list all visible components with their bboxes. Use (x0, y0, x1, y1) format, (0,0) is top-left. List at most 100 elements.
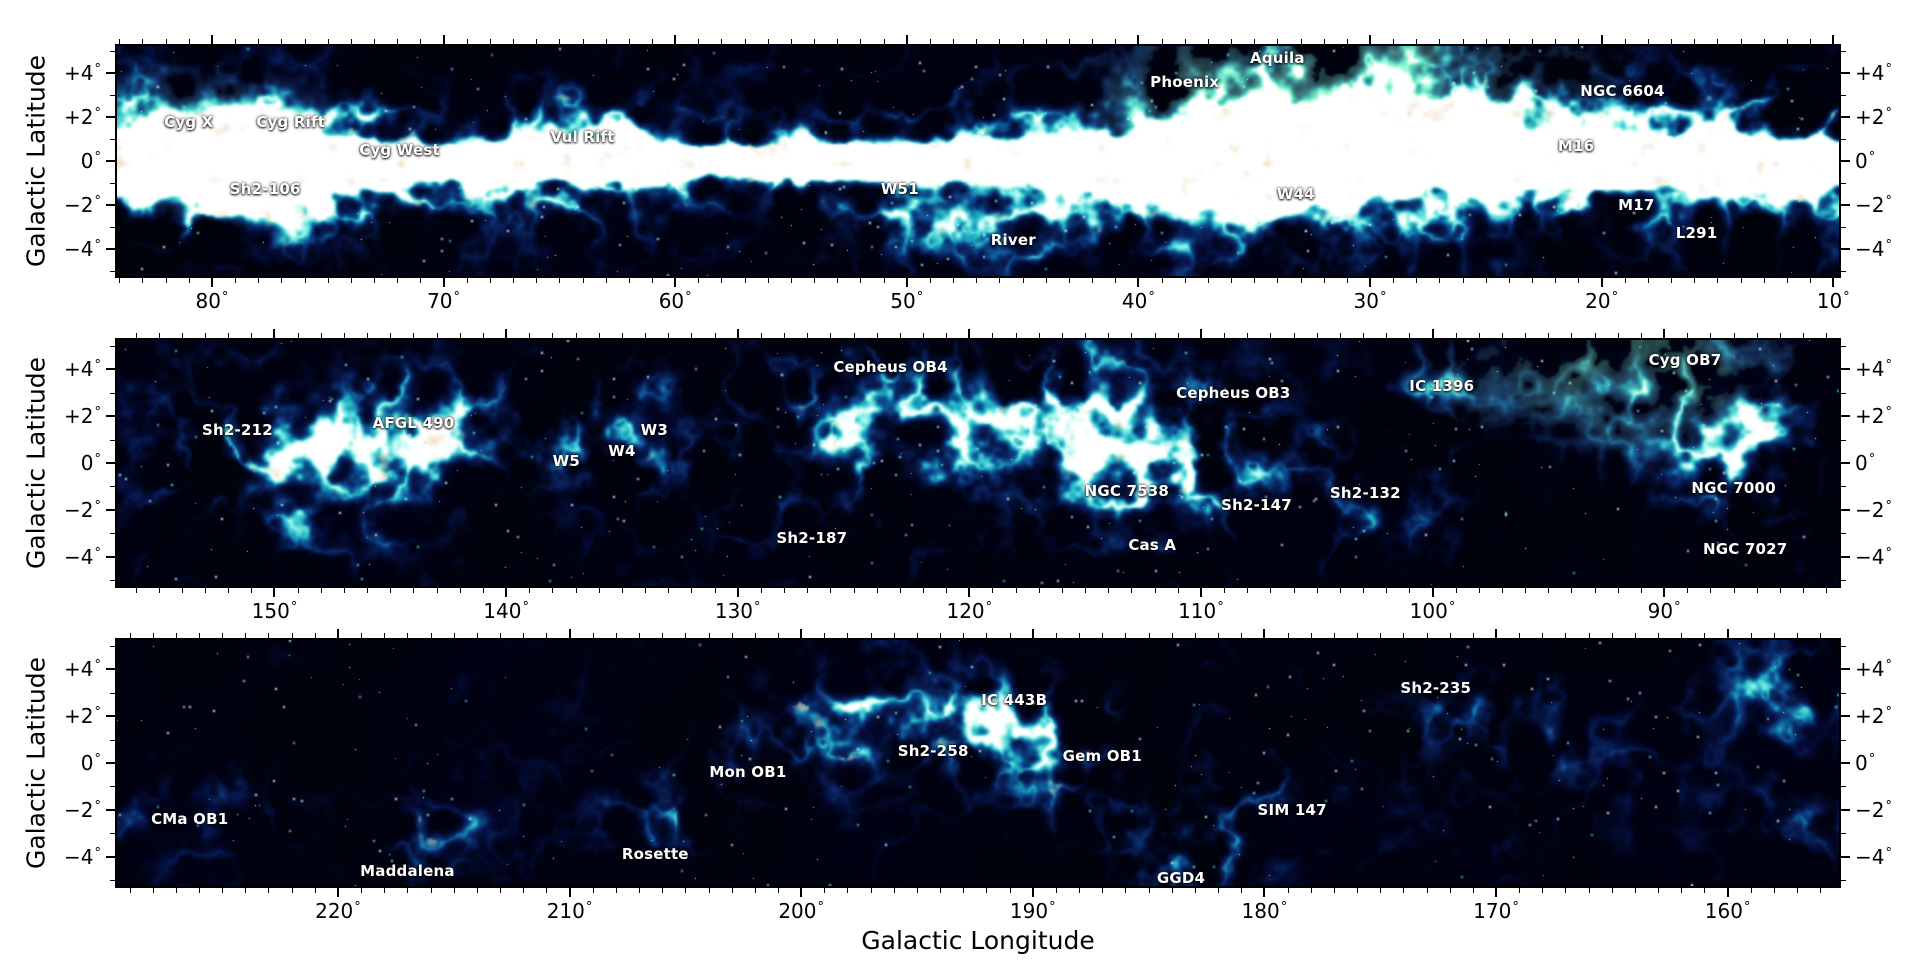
tick-mark (1841, 183, 1846, 184)
degree-sign: ° (94, 752, 102, 767)
tick-mark (1301, 278, 1302, 283)
tick-mark (1125, 888, 1126, 893)
tick-mark (1450, 633, 1451, 638)
tick-mark (106, 204, 115, 206)
tick-label-value: 90 (1647, 599, 1674, 623)
tick-mark (583, 39, 584, 44)
tick-mark (1294, 588, 1295, 593)
tick-mark (1010, 633, 1011, 638)
tick-mark (1648, 278, 1649, 283)
tick-mark (1108, 588, 1109, 593)
region-label-mon-ob1: Mon OB1 (709, 763, 787, 782)
tick-mark (1162, 278, 1163, 283)
tick-mark (384, 888, 385, 893)
tick-mark (1380, 633, 1381, 638)
tick-mark (1056, 888, 1057, 893)
tick-label-value: −2 (64, 497, 94, 522)
tick-mark (1841, 72, 1850, 74)
tick-mark (807, 588, 808, 593)
tick-mark (884, 39, 885, 44)
degree-sign: ° (94, 545, 102, 561)
tick-mark (1509, 39, 1510, 44)
tick-mark (622, 588, 623, 593)
region-label-w3: W3 (640, 421, 669, 440)
tick-mark (1820, 633, 1821, 638)
tick-mark (268, 633, 269, 638)
tick-mark (1648, 39, 1649, 44)
degree-sign: ° (1280, 900, 1288, 915)
tick-mark (1393, 278, 1394, 283)
region-label-phoenix: Phoenix (1150, 73, 1220, 92)
y-tick-label-left--4: −4° (64, 545, 101, 569)
tick-mark (1277, 39, 1278, 44)
tick-mark (1658, 888, 1659, 893)
tick-mark (847, 888, 848, 893)
tick-mark (1841, 880, 1846, 881)
region-label-sim-147: SIM 147 (1257, 800, 1327, 819)
tick-label-value: −4 (64, 544, 94, 569)
tick-mark (1486, 278, 1487, 283)
tick-mark (1102, 888, 1103, 893)
tick-mark (745, 39, 746, 44)
tick-mark (315, 633, 316, 638)
tick-label-value: +2 (64, 105, 94, 130)
tick-mark (830, 588, 831, 593)
region-label-sh2-235: Sh2-235 (1400, 679, 1472, 698)
tick-mark (894, 888, 895, 893)
x-axis-title: Galactic Longitude (861, 926, 1095, 955)
tick-mark (1509, 278, 1510, 283)
region-label-sh2-187: Sh2-187 (776, 528, 848, 547)
region-label-ic-1396: IC 1396 (1409, 376, 1475, 395)
tick-mark (652, 39, 653, 44)
tick-mark (1751, 888, 1752, 893)
tick-mark (258, 39, 259, 44)
tick-mark (1023, 39, 1024, 44)
tick-mark (529, 333, 530, 338)
tick-mark (1841, 646, 1846, 647)
tick-mark (1841, 580, 1846, 581)
tick-mark (1092, 39, 1093, 44)
tick-mark (1841, 462, 1850, 464)
tick-mark (1578, 39, 1579, 44)
tick-mark (305, 39, 306, 44)
region-label-cepheus-ob4: Cepheus OB4 (833, 357, 948, 376)
tick-mark (768, 278, 769, 283)
tick-mark (1565, 888, 1566, 893)
tick-mark (110, 740, 115, 741)
tick-mark (824, 888, 825, 893)
tick-mark (159, 333, 160, 338)
tick-mark (674, 278, 676, 287)
tick-mark (1595, 588, 1596, 593)
tick-mark (698, 278, 699, 283)
tick-label-value: −2 (64, 797, 94, 822)
tick-mark (110, 95, 115, 96)
tick-mark (1841, 271, 1846, 272)
tick-mark (166, 278, 167, 283)
tick-mark (837, 39, 838, 44)
degree-sign: ° (1885, 705, 1892, 721)
tick-mark (1625, 278, 1626, 283)
tick-mark (222, 633, 223, 638)
tick-mark (189, 39, 190, 44)
tick-label-value: 140 (483, 599, 522, 623)
x-tick-label-40: 40° (1122, 289, 1155, 313)
degree-sign: ° (754, 600, 761, 615)
region-label-l291: L291 (1675, 224, 1718, 243)
tick-mark (1195, 633, 1196, 638)
tick-mark (1687, 333, 1688, 338)
tick-mark (328, 39, 329, 44)
tick-mark (110, 880, 115, 881)
tick-label-value: +4 (1855, 61, 1885, 86)
tick-mark (1427, 888, 1428, 893)
tick-mark (1625, 39, 1626, 44)
tick-mark (1456, 588, 1457, 593)
tick-mark (1734, 588, 1735, 593)
tick-mark (999, 39, 1000, 44)
degree-sign: ° (1885, 358, 1892, 374)
tick-label-value: +4 (1855, 657, 1885, 682)
tick-mark (142, 278, 143, 283)
tick-mark (199, 633, 200, 638)
x-tick-label-170: 170° (1473, 899, 1519, 923)
tick-mark (900, 333, 901, 338)
tick-mark (1519, 888, 1520, 893)
